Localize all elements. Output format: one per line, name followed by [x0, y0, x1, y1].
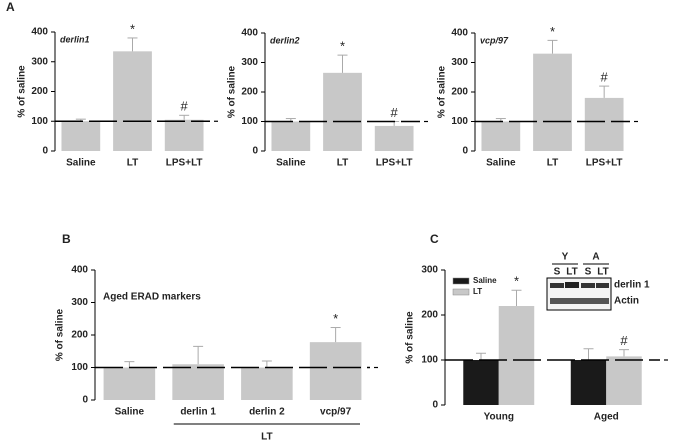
significance-marker: #: [391, 105, 399, 120]
panel-letter: B: [62, 232, 71, 246]
bar: [570, 360, 607, 405]
significance-marker: *: [340, 39, 345, 54]
y-tick-label: 400: [241, 28, 258, 39]
bar: [103, 367, 156, 400]
x-tick-label: Saline: [66, 158, 96, 169]
y-tick-label: 300: [451, 57, 468, 68]
y-tick-label: 0: [42, 146, 48, 157]
bar: [374, 125, 414, 151]
x-tick-label: LPS+LT: [166, 158, 203, 169]
x-tick-label: LT: [127, 158, 138, 169]
x-tick-label: LPS+LT: [376, 158, 413, 169]
blot-lane: S: [554, 267, 561, 278]
y-tick-label: 100: [451, 116, 468, 127]
y-axis-label: % of saline: [437, 65, 448, 118]
y-tick-label: 200: [421, 310, 438, 321]
y-tick-label: 0: [252, 146, 258, 157]
blot-band: [550, 283, 564, 288]
blot-lane: S: [585, 267, 592, 278]
x-tick-label: derlin 1: [180, 407, 216, 418]
bar: [172, 364, 224, 400]
blot-row-label: derlin 1: [614, 280, 650, 291]
y-tick-label: 0: [462, 146, 468, 157]
bar: [271, 121, 311, 151]
blot-band: [581, 283, 595, 288]
y-axis-label: % of saline: [17, 65, 28, 118]
x-tick-label: Saline: [276, 158, 306, 169]
y-tick-label: 100: [31, 116, 48, 127]
western-blot-inset: Y A S LT S LT derlin 1 Actin: [546, 252, 650, 311]
bar: [241, 367, 293, 400]
y-tick-label: 200: [241, 87, 258, 98]
y-tick-label: 300: [241, 57, 258, 68]
y-tick-label: 200: [451, 87, 468, 98]
significance-marker: *: [550, 24, 555, 39]
y-axis-label: % of saline: [405, 311, 416, 364]
y-tick-label: 200: [31, 86, 48, 97]
legend-label: Saline: [473, 276, 497, 285]
y-tick-label: 0: [432, 400, 438, 411]
blot-band: [550, 298, 609, 304]
y-tick-label: 0: [82, 395, 88, 406]
chart-title: derlin1: [60, 34, 90, 44]
bar: [606, 356, 642, 405]
x-tick-label: LPS+LT: [586, 158, 623, 169]
x-tick-label: Aged: [594, 412, 619, 423]
bar: [309, 342, 362, 400]
significance-marker: #: [620, 333, 628, 348]
bar: [113, 51, 152, 151]
chart-title: derlin2: [270, 35, 300, 45]
y-tick-label: 300: [71, 297, 88, 308]
y-tick-label: 400: [451, 28, 468, 39]
y-tick-label: 100: [241, 116, 258, 127]
blot-group: Y: [562, 252, 569, 263]
x-tick-label: Young: [484, 412, 514, 423]
x-tick-label: Saline: [486, 158, 516, 169]
y-tick-label: 100: [71, 362, 88, 373]
x-tick-label: derlin 2: [249, 407, 285, 418]
significance-marker: #: [181, 99, 189, 114]
bar: [164, 119, 204, 151]
chart-title: Aged ERAD markers: [103, 292, 201, 303]
blot-lane: LT: [566, 267, 577, 278]
y-tick-label: 400: [71, 265, 88, 276]
bar: [481, 121, 521, 151]
blot-row-label: Actin: [614, 296, 639, 307]
panel-letter: C: [430, 232, 439, 246]
y-axis-label: % of saline: [227, 65, 238, 118]
bar: [533, 53, 572, 151]
bar: [61, 121, 101, 151]
y-tick-label: 400: [31, 27, 48, 38]
blot-band: [596, 283, 609, 288]
y-tick-label: 300: [31, 56, 48, 67]
blot-group: A: [592, 252, 599, 263]
significance-marker: *: [130, 21, 135, 36]
bar: [463, 360, 499, 405]
bar: [323, 72, 362, 151]
legend-label: LT: [473, 287, 482, 296]
blot-lane: LT: [597, 267, 608, 278]
y-tick-label: 200: [71, 330, 88, 341]
x-tick-label: LT: [547, 158, 558, 169]
significance-marker: #: [601, 70, 609, 85]
bar: [498, 306, 535, 405]
legend-swatch: [452, 277, 470, 285]
chart-title: vcp/97: [480, 35, 509, 45]
y-tick-label: 300: [421, 265, 438, 276]
bar: [584, 97, 624, 151]
significance-marker: *: [333, 311, 338, 326]
y-tick-label: 100: [421, 355, 438, 366]
blot-band: [565, 282, 579, 288]
panel-letter: A: [6, 0, 15, 14]
x-tick-label: vcp/97: [320, 407, 352, 418]
x-tick-label: LT: [337, 158, 348, 169]
group-label: LT: [261, 432, 272, 443]
legend-swatch: [452, 288, 470, 296]
significance-marker: *: [514, 274, 519, 289]
x-tick-label: Saline: [115, 407, 145, 418]
y-axis-label: % of saline: [55, 308, 66, 361]
